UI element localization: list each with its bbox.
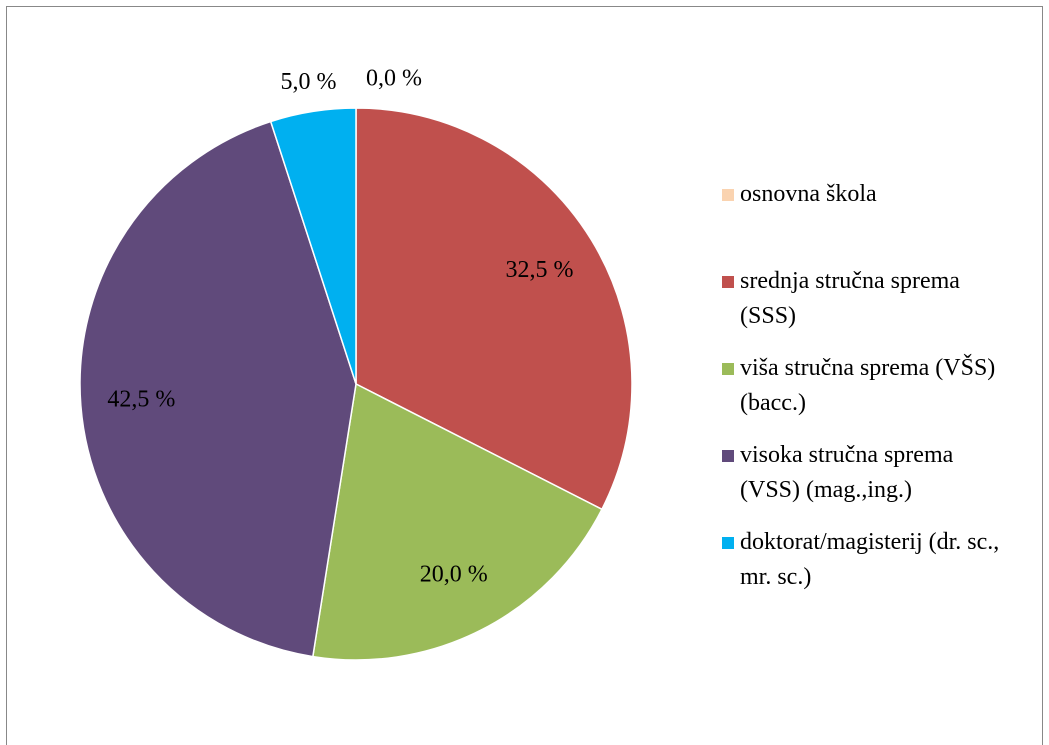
- legend-swatch: [722, 189, 734, 201]
- legend-swatch: [722, 537, 734, 549]
- legend-entry: visoka stručna sprema (VSS) (mag.,ing.): [720, 438, 1010, 525]
- legend-entry: osnovna škola: [720, 177, 1010, 264]
- legend-label: viša stručna sprema (VŠS) (bacc.): [740, 355, 996, 416]
- legend-entry: doktorat/magisterij (dr. sc., mr. sc.): [720, 525, 1010, 612]
- chart-frame: [6, 6, 1043, 745]
- legend-swatch: [722, 450, 734, 462]
- legend: osnovna škola srednja stručna sprema (SSS…: [720, 177, 1020, 612]
- legend-label: doktorat/magisterij (dr. sc., mr. sc.): [740, 529, 1000, 590]
- pie-slice: [311, 382, 603, 661]
- data-label: 42,5 %: [107, 386, 175, 412]
- legend-entry: srednja stručna sprema (SSS): [720, 264, 1010, 351]
- data-label: 5,0 %: [280, 69, 336, 95]
- legend-swatch: [722, 363, 734, 375]
- legend-entry: viša stručna sprema (VŠS) (bacc.): [720, 351, 1010, 438]
- pie-slice: [79, 120, 357, 658]
- data-label: 32,5 %: [506, 257, 574, 283]
- data-label: 20,0 %: [420, 561, 488, 587]
- legend-label: srednja stručna sprema (SSS): [740, 268, 960, 329]
- legend-label: visoka stručna sprema (VSS) (mag.,ing.): [740, 442, 954, 503]
- legend-swatch: [722, 276, 734, 288]
- pie-slice: [355, 107, 633, 511]
- data-label: 0,0 %: [366, 66, 422, 92]
- pie-slice: [269, 107, 357, 385]
- legend-label: osnovna škola: [740, 181, 877, 207]
